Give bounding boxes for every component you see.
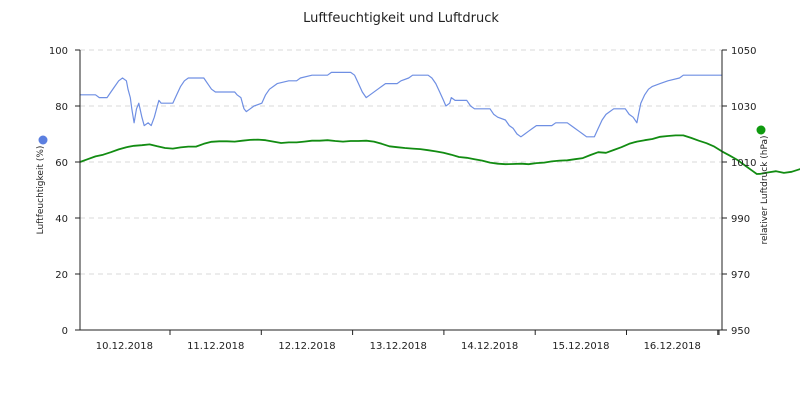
x-tick-label: 12.12.2018: [278, 341, 335, 352]
y-right-tick-label: 970: [731, 270, 750, 281]
y-right-tick-label: 1010: [731, 158, 756, 169]
series-lines: [79, 71, 800, 175]
y-right-tick-label: 950: [731, 326, 750, 337]
pressure-legend-marker: [756, 125, 766, 135]
y-right-tick-label: 990: [731, 214, 750, 225]
humidity-series-line: [80, 71, 722, 138]
x-tick-label: 16.12.2018: [644, 341, 701, 352]
y-left-tick-label: 0: [62, 326, 68, 337]
x-tick-label: 11.12.2018: [187, 341, 244, 352]
y-axis-right: 950 970 990 1010 1030 1050: [722, 46, 756, 337]
grid-lines: [80, 49, 722, 275]
y-axis-left: 0 20 40 60 80 100: [49, 46, 80, 337]
y-axis-left-title: Luftfeuchtigkeit (%): [36, 146, 46, 235]
y-right-tick-label: 1050: [731, 46, 756, 57]
y-left-tick-label: 80: [55, 102, 68, 113]
y-left-tick-label: 20: [55, 270, 68, 281]
humidity-legend-marker: [38, 135, 48, 145]
y-left-tick-label: 40: [55, 214, 68, 225]
x-axis: 10.12.2018 11.12.2018 12.12.2018 13.12.2018…: [96, 330, 720, 352]
chart-title: Luftfeuchtigkeit und Luftdruck: [303, 11, 499, 26]
x-tick-label: 10.12.2018: [96, 341, 153, 352]
y-left-tick-label: 60: [55, 158, 68, 169]
x-tick-label: 15.12.2018: [552, 341, 609, 352]
y-left-tick-label: 100: [49, 46, 68, 57]
pressure-series-line: [79, 134, 800, 175]
x-tick-label: 13.12.2018: [370, 341, 427, 352]
y-axis-right-title: relativer Luftdruck (hPa): [760, 135, 770, 244]
y-right-tick-label: 1030: [731, 102, 756, 113]
x-tick-label: 14.12.2018: [461, 341, 518, 352]
